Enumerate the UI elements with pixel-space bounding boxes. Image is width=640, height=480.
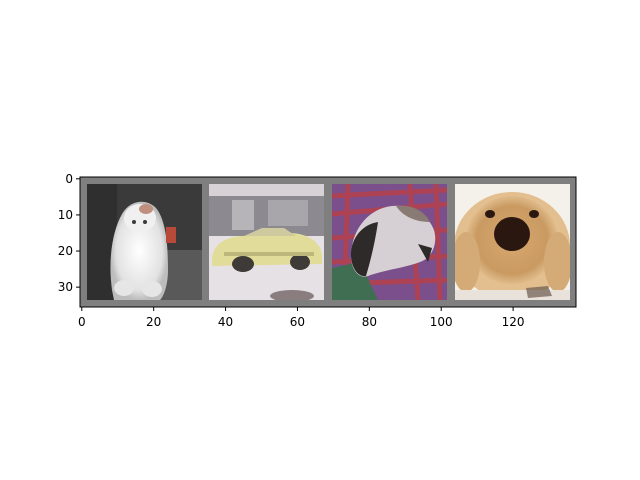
x-tick-label: 80 — [362, 315, 377, 329]
x-tick-label: 0 — [78, 315, 86, 329]
x-tick-label: 120 — [502, 315, 525, 329]
x-tick-label: 20 — [146, 315, 161, 329]
y-tick-label: 30 — [58, 280, 73, 294]
x-axis: 0 20 40 60 80 100 120 — [78, 307, 525, 329]
x-tick-label: 40 — [218, 315, 233, 329]
y-tick-label: 10 — [58, 208, 73, 222]
y-tick-label: 20 — [58, 244, 73, 258]
yellow-car-image — [209, 184, 324, 302]
x-tick-label: 60 — [290, 315, 305, 329]
y-axis: 0 10 20 30 — [58, 172, 80, 294]
pekingese-dog-image — [452, 184, 572, 300]
cat-on-blanket-image — [332, 184, 447, 300]
y-tick-label: 0 — [65, 172, 73, 186]
white-dog-image — [87, 184, 202, 300]
x-tick-label: 100 — [430, 315, 453, 329]
